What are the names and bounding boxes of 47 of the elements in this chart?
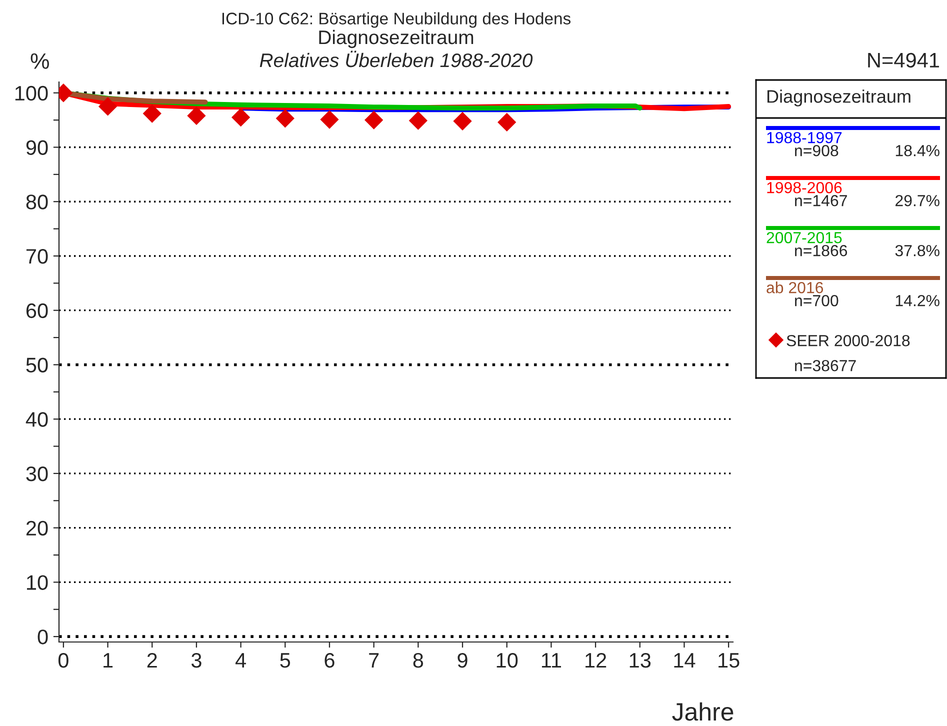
y-tick-label: 100 — [15, 86, 48, 101]
x-tick-label: 3 — [191, 652, 202, 668]
x-tick-label: 11 — [542, 653, 561, 668]
y-tick-label: 40 — [26, 412, 48, 427]
y-tick-label: 70 — [26, 248, 48, 264]
y-tick-label: 10 — [27, 575, 48, 590]
x-tick-label: 0 — [58, 652, 68, 668]
x-tick-label: 5 — [280, 653, 290, 668]
x-tick-label: 6 — [324, 652, 334, 668]
x-tick-label: 2 — [147, 652, 157, 668]
y-tick-label: 0 — [38, 630, 48, 644]
text: 18.4% — [896, 144, 940, 156]
x-tick-label: 15 — [718, 653, 740, 668]
y-tick-label: 80 — [26, 194, 48, 210]
y-axis-title: % — [30, 53, 49, 69]
x-tick-label: 10 — [496, 652, 518, 668]
chart-subtitle: Diagnosezeitraum Relatives Überleben 1988-2020 — [260, 30, 533, 68]
text: n=908 — [795, 144, 838, 156]
text: N=4941 — [868, 52, 939, 68]
y-tick-label: 30 — [26, 466, 48, 482]
text: ab 2016 — [766, 282, 824, 294]
text: n=38677 — [795, 360, 856, 372]
x-tick-label: 14 — [674, 653, 696, 668]
text: n=1866 — [795, 244, 848, 256]
y-tick-label: 90 — [26, 140, 48, 155]
legend-label: SEER 2000-2018 — [786, 334, 910, 346]
text: 1988-1997 — [767, 132, 842, 144]
x-tick-label: 1 — [104, 653, 113, 668]
x-tick-label: 12 — [586, 652, 606, 668]
text: n=700 — [795, 294, 838, 306]
text: 14.2% — [896, 294, 940, 306]
text: 29.7% — [896, 194, 940, 206]
x-tick-label: 7 — [369, 653, 379, 668]
text: 37.8% — [895, 244, 940, 256]
text: 1998-2006 — [767, 182, 842, 194]
x-tick-label: 4 — [235, 653, 246, 668]
x-tick-label: 9 — [458, 652, 468, 668]
chart-title: ICD-10 C62: Bösartige Neubildung des Hodens — [222, 12, 571, 28]
text: n=1467 — [795, 194, 847, 206]
y-tick-label: 60 — [26, 303, 48, 318]
x-axis-title: Jahre — [672, 702, 734, 721]
x-tick-label: 8 — [413, 652, 424, 668]
y-tick-label: 50 — [26, 358, 48, 372]
y-tick-label: 20 — [26, 520, 48, 536]
text: 2007-2015 — [766, 232, 842, 244]
legend-title: Diagnosezeitraum — [767, 90, 910, 106]
x-tick-label: 13 — [630, 652, 651, 668]
